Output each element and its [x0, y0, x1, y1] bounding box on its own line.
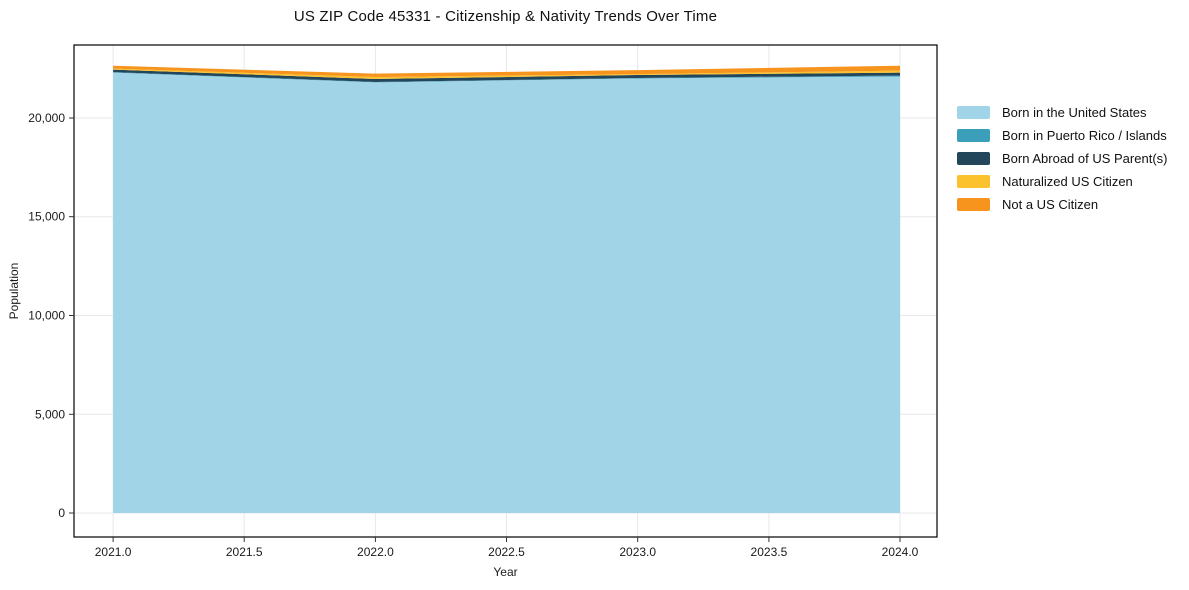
x-tick-label: 2022.0: [357, 545, 394, 559]
legend-swatch: [957, 175, 990, 188]
x-tick-label: 2021.0: [95, 545, 132, 559]
plot-border: [73, 44, 938, 538]
x-tick-label: 2022.5: [488, 545, 525, 559]
y-tick-label: 5,000: [35, 407, 65, 421]
legend-swatch: [957, 198, 990, 211]
legend-label: Born in the United States: [1002, 105, 1147, 120]
y-tick-label: 20,000: [28, 111, 65, 125]
area-series-0: [113, 72, 901, 513]
x-tick-label: 2023.5: [751, 545, 788, 559]
y-tick-label: 10,000: [28, 309, 65, 323]
legend-label: Born Abroad of US Parent(s): [1002, 151, 1168, 166]
legend-swatch: [957, 152, 990, 165]
y-tick-label: 0: [58, 506, 65, 520]
x-axis-label: Year: [493, 565, 518, 579]
area-series-2: [113, 69, 901, 82]
chart-title: US ZIP Code 45331 - Citizenship & Nativi…: [293, 8, 718, 25]
x-tick-label: 2024.0: [882, 545, 919, 559]
x-tick-label: 2021.5: [226, 545, 263, 559]
legend-item-3: Naturalized US Citizen: [957, 174, 1167, 189]
legend-label: Not a US Citizen: [1002, 197, 1099, 212]
legend-item-0: Born in the United States: [957, 105, 1167, 120]
legend: Born in the United States Born in Puerto …: [957, 105, 1168, 221]
y-tick-label: 15,000: [28, 210, 65, 224]
legend-item-1: Born in Puerto Rico / Islands: [957, 128, 1167, 143]
legend-swatch: [957, 129, 990, 142]
legend-label: Naturalized US Citizen: [1002, 174, 1133, 189]
area-series-3: [113, 68, 901, 79]
legend-label: Born in Puerto Rico / Islands: [1002, 128, 1167, 143]
x-tick-label: 2023.0: [619, 545, 656, 559]
area-series-4: [113, 65, 901, 77]
legend-swatch: [957, 106, 990, 119]
area-series-1: [113, 72, 901, 83]
legend-item-2: Born Abroad of US Parent(s): [957, 151, 1168, 166]
legend-item-4: Not a US Citizen: [957, 197, 1167, 212]
